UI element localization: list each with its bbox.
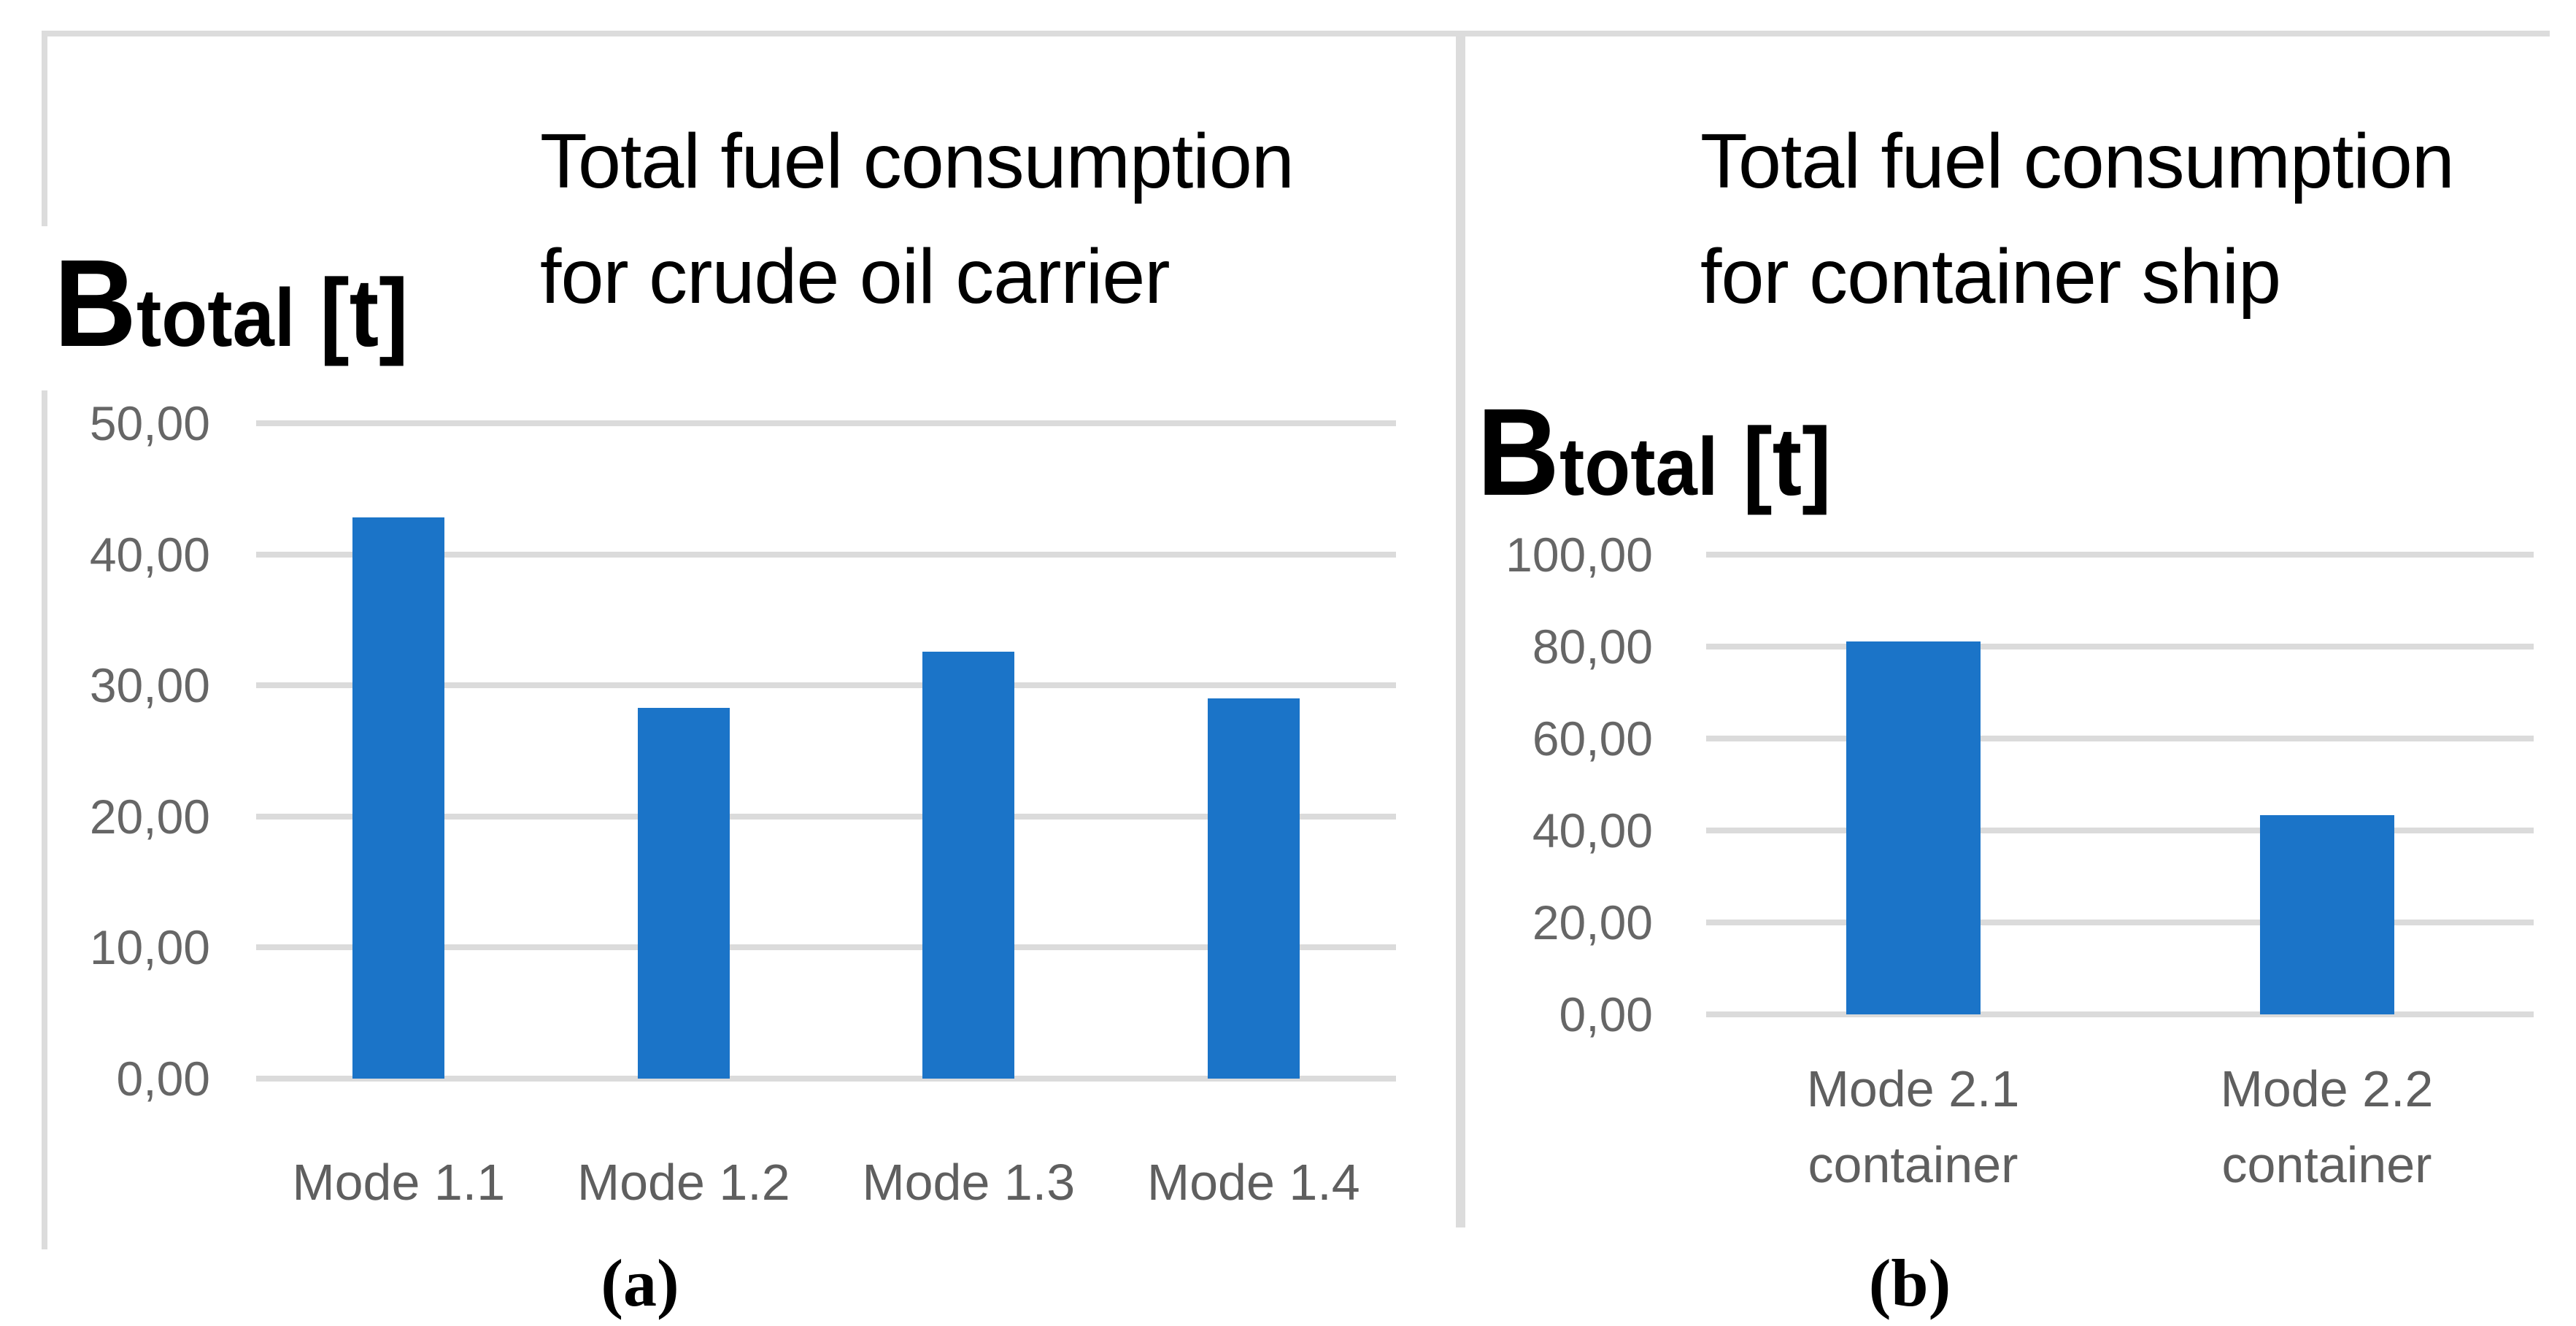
chart-a-y-axis-label: Btotal [t] bbox=[54, 232, 409, 375]
gridline bbox=[1706, 552, 2534, 558]
chart-b-title-line1: Total fuel consumption bbox=[1700, 118, 2455, 204]
chart-a-title-line1: Total fuel consumption bbox=[540, 118, 1295, 204]
bar-mode-1.4 bbox=[1207, 698, 1300, 1079]
y-tick-label: 30,00 bbox=[89, 658, 210, 713]
gridline bbox=[256, 682, 1396, 689]
bar-mode-1.3 bbox=[922, 651, 1015, 1079]
gridline bbox=[1706, 1011, 2534, 1017]
panel-divider bbox=[1456, 31, 1465, 1227]
ylabel-subscript: total bbox=[136, 272, 296, 363]
gridline bbox=[1706, 828, 2534, 833]
x-category-label: Mode 1.4 bbox=[1146, 1154, 1360, 1211]
bar-mode-2.1 bbox=[1846, 641, 1981, 1014]
y-tick-label: 40,00 bbox=[1532, 803, 1653, 857]
chart-b-title-line2: for container ship bbox=[1700, 234, 2281, 320]
x-category-label: Mode 1.1 bbox=[292, 1154, 506, 1211]
gridline bbox=[256, 1076, 1396, 1082]
y-tick-label: 10,00 bbox=[89, 920, 210, 975]
gridline bbox=[256, 551, 1396, 558]
panel-a: Total fuel consumption for crude oil car… bbox=[54, 104, 1396, 1320]
x-category-label: Mode 1.3 bbox=[862, 1154, 1076, 1211]
y-tick-label: 60,00 bbox=[1532, 712, 1653, 766]
ylabel-symbol: B bbox=[54, 234, 136, 373]
caption-a: (a) bbox=[601, 1246, 679, 1320]
gridline bbox=[1706, 920, 2534, 925]
panel-b: Total fuel consumption for container shi… bbox=[1456, 0, 2576, 1326]
y-tick-label: 50,00 bbox=[89, 396, 210, 450]
ylabel-symbol: B bbox=[1477, 383, 1559, 522]
y-tick-label: 80,00 bbox=[1532, 620, 1653, 674]
x-category-label: Mode 2.2 container bbox=[2220, 1060, 2434, 1193]
x-category-label: Mode 1.2 bbox=[576, 1154, 790, 1211]
chart-a-plot-area: 50,00 40,00 30,00 20,00 10,00 0,00 Mode 1.1 Mod… bbox=[89, 396, 1396, 1211]
frame-left-border-upper bbox=[42, 31, 47, 226]
frame-top-border bbox=[42, 31, 2550, 36]
y-tick-label: 40,00 bbox=[89, 527, 210, 582]
y-tick-label: 20,00 bbox=[89, 789, 210, 844]
bar-mode-1.2 bbox=[637, 707, 730, 1079]
ylabel-unit: [t] bbox=[320, 259, 409, 366]
gridline bbox=[256, 813, 1396, 820]
gridline bbox=[256, 420, 1396, 426]
gridline bbox=[256, 944, 1396, 951]
ylabel-subscript: total bbox=[1559, 421, 1719, 512]
chart-b-title: Total fuel consumption for container shi… bbox=[1700, 104, 2455, 334]
gridline bbox=[1706, 644, 2534, 649]
y-tick-label: 100,00 bbox=[1505, 528, 1653, 582]
bar-mode-1.1 bbox=[352, 517, 445, 1079]
caption-b: (b) bbox=[1868, 1246, 1951, 1320]
chart-a-title: Total fuel consumption for crude oil car… bbox=[540, 104, 1295, 334]
y-tick-label: 20,00 bbox=[1532, 895, 1653, 949]
chart-a-title-line2: for crude oil carrier bbox=[540, 234, 1171, 320]
y-tick-label: 0,00 bbox=[1559, 987, 1653, 1041]
bar-mode-2.2 bbox=[2259, 814, 2394, 1014]
chart-b-y-axis-label: Btotal [t] bbox=[1477, 381, 1832, 524]
ylabel-unit: [t] bbox=[1743, 408, 1832, 515]
y-tick-label: 0,00 bbox=[116, 1052, 210, 1106]
frame-left-border-lower bbox=[42, 390, 47, 1249]
gridline bbox=[1706, 736, 2534, 741]
x-category-label: Mode 2.1 container bbox=[1806, 1060, 2020, 1193]
